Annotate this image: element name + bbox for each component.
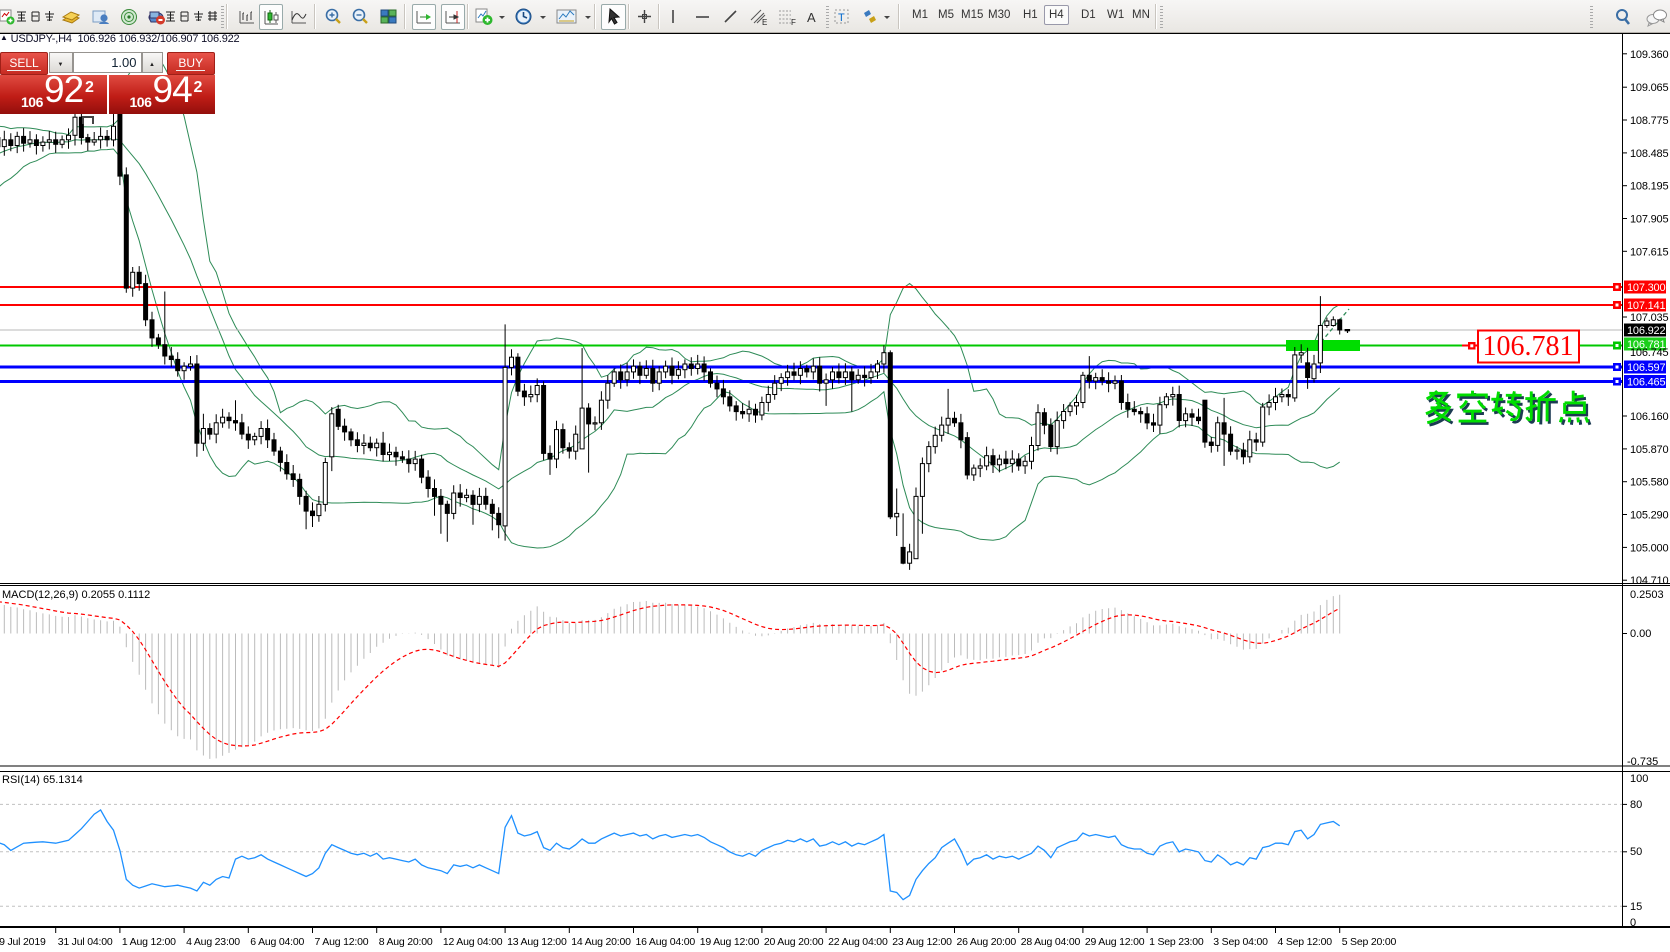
svg-text:8 Aug 20:00: 8 Aug 20:00 — [379, 936, 433, 948]
svg-text:20 Aug 20:00: 20 Aug 20:00 — [764, 936, 824, 948]
svg-text:15: 15 — [1630, 901, 1642, 913]
svg-text:28 Aug 04:00: 28 Aug 04:00 — [1021, 936, 1081, 948]
svg-text:7 Aug 12:00: 7 Aug 12:00 — [315, 936, 369, 948]
svg-text:T: T — [838, 12, 845, 24]
svg-text:108.775: 108.775 — [1630, 115, 1668, 127]
svg-text:107.905: 107.905 — [1630, 214, 1668, 226]
svg-text:107.615: 107.615 — [1630, 246, 1668, 258]
svg-text:50: 50 — [1630, 846, 1642, 858]
svg-text:4 Sep 12:00: 4 Sep 12:00 — [1278, 936, 1333, 948]
svg-text:105.000: 105.000 — [1630, 542, 1668, 554]
svg-text:106.160: 106.160 — [1630, 411, 1668, 423]
svg-text:-0.735: -0.735 — [1627, 756, 1658, 768]
svg-text:1 Aug 12:00: 1 Aug 12:00 — [122, 936, 176, 948]
svg-text:0.00: 0.00 — [1630, 628, 1651, 640]
svg-text:108.485: 108.485 — [1630, 148, 1668, 160]
svg-text:107.141: 107.141 — [1627, 300, 1665, 312]
svg-text:1 Sep 23:00: 1 Sep 23:00 — [1149, 936, 1204, 948]
svg-text:107.300: 107.300 — [1627, 282, 1665, 294]
svg-text:19 Aug 12:00: 19 Aug 12:00 — [700, 936, 760, 948]
svg-text:26 Aug 20:00: 26 Aug 20:00 — [957, 936, 1017, 948]
svg-text:106.781: 106.781 — [1627, 339, 1665, 351]
svg-text:23 Aug 12:00: 23 Aug 12:00 — [892, 936, 952, 948]
svg-text:13 Aug 12:00: 13 Aug 12:00 — [507, 936, 567, 948]
svg-text:A: A — [807, 10, 816, 25]
svg-text:14 Aug 20:00: 14 Aug 20:00 — [571, 936, 631, 948]
svg-text:22 Aug 04:00: 22 Aug 04:00 — [828, 936, 888, 948]
svg-text:4 Aug 23:00: 4 Aug 23:00 — [186, 936, 240, 948]
svg-text:105.580: 105.580 — [1630, 477, 1668, 489]
svg-text:16 Aug 04:00: 16 Aug 04:00 — [636, 936, 696, 948]
svg-text:29 Jul 2019: 29 Jul 2019 — [0, 936, 46, 948]
svg-text:RSI(14) 65.1314: RSI(14) 65.1314 — [2, 774, 83, 786]
svg-text:106.745: 106.745 — [1630, 347, 1668, 359]
svg-text:29 Aug 12:00: 29 Aug 12:00 — [1085, 936, 1145, 948]
svg-text:E: E — [762, 18, 767, 27]
svg-text:80: 80 — [1630, 799, 1642, 811]
svg-text:6 Aug 04:00: 6 Aug 04:00 — [250, 936, 304, 948]
svg-text:100: 100 — [1630, 773, 1648, 785]
svg-text:106.922: 106.922 — [1627, 325, 1665, 337]
svg-text:5 Sep 20:00: 5 Sep 20:00 — [1342, 936, 1397, 948]
svg-text:105.870: 105.870 — [1630, 444, 1668, 456]
svg-text:3 Sep 04:00: 3 Sep 04:00 — [1213, 936, 1268, 948]
svg-text:106.781: 106.781 — [1483, 331, 1574, 362]
svg-text:109.065: 109.065 — [1630, 82, 1668, 94]
svg-text:104.710: 104.710 — [1630, 575, 1668, 587]
svg-text:F: F — [791, 18, 796, 27]
svg-text:12 Aug 04:00: 12 Aug 04:00 — [443, 936, 503, 948]
svg-text:106.597: 106.597 — [1627, 362, 1665, 374]
svg-text:109.360: 109.360 — [1630, 49, 1668, 61]
svg-text:0.2503: 0.2503 — [1630, 589, 1664, 601]
svg-text:107.035: 107.035 — [1630, 312, 1668, 324]
svg-text:31 Jul 04:00: 31 Jul 04:00 — [58, 936, 113, 948]
svg-text:0: 0 — [1630, 917, 1636, 929]
svg-text:MACD(12,26,9) 0.2055 0.1112: MACD(12,26,9) 0.2055 0.1112 — [2, 589, 150, 601]
svg-text:108.195: 108.195 — [1630, 181, 1668, 193]
svg-text:106.465: 106.465 — [1627, 377, 1665, 389]
svg-text:105.290: 105.290 — [1630, 510, 1668, 522]
